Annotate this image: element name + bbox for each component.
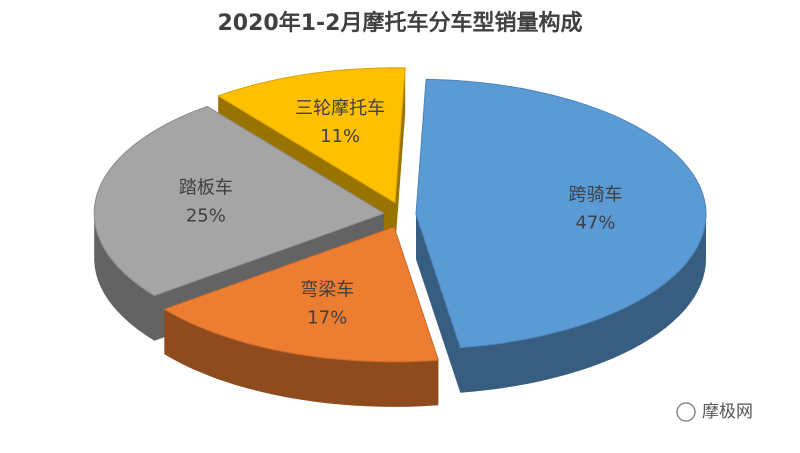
slice-label: 弯梁车 (300, 280, 354, 301)
slice-label: 踏板车 (179, 178, 233, 199)
watermark-icon (676, 402, 696, 422)
slice-top (217, 67, 406, 204)
slice-value-label: 17% (307, 308, 347, 329)
slice-top (93, 105, 386, 297)
slice-top (163, 226, 440, 363)
slice (163, 226, 440, 407)
slice (415, 78, 707, 393)
slice-top (415, 78, 707, 349)
slice-label: 跨骑车 (568, 184, 622, 205)
slice-label: 三轮摩托车 (295, 98, 385, 119)
slice-value-label: 25% (186, 206, 226, 227)
slice-value-label: 11% (320, 126, 360, 147)
slice-value-label: 47% (575, 212, 615, 233)
chart-title: 2020年1-2月摩托车分车型销量构成 (218, 10, 583, 36)
watermark-text: 摩极网 (702, 402, 753, 422)
watermark: 摩极网 (676, 402, 753, 422)
